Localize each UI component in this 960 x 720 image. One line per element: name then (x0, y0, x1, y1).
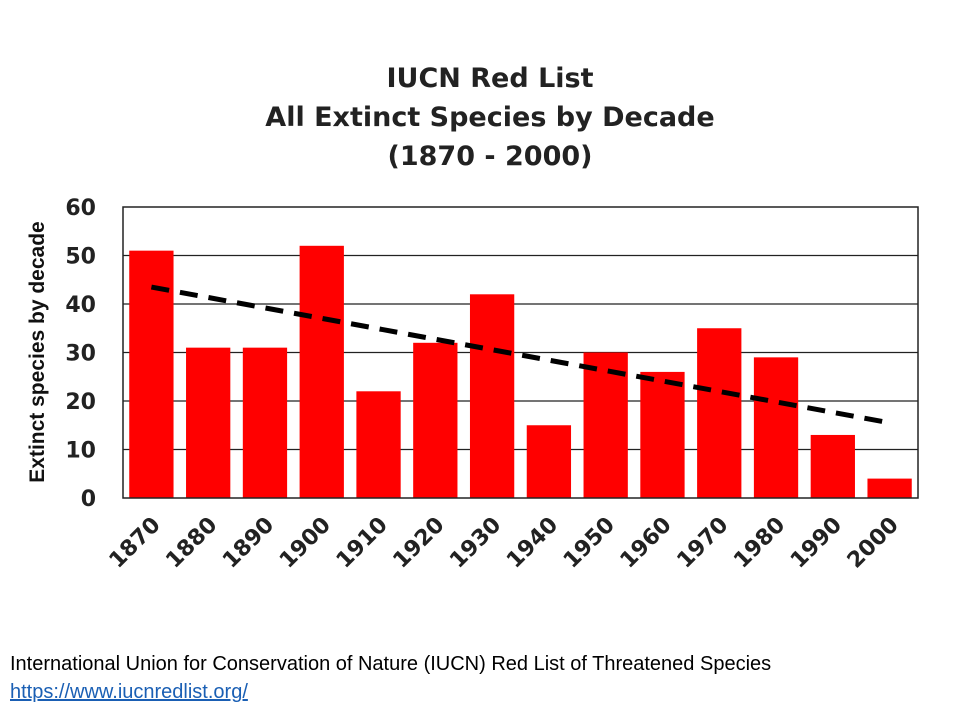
bar-1950 (583, 352, 628, 498)
bars (129, 245, 912, 498)
y-tick-label: 60 (65, 196, 96, 221)
y-tick-label: 20 (65, 390, 96, 415)
x-tick-label: 1990 (786, 513, 847, 574)
x-tick-label: 1870 (105, 513, 166, 574)
x-tick-label: 1950 (559, 513, 620, 574)
x-tick-label: 1910 (332, 513, 393, 574)
bar-2000 (867, 478, 912, 498)
chart-title: IUCN Red List All Extinct Species by Dec… (265, 63, 714, 172)
y-tick-label: 30 (65, 342, 96, 367)
gridlines (123, 254, 918, 451)
bar-1940 (526, 425, 572, 498)
x-tick-label: 1880 (161, 513, 222, 574)
bar-1930 (469, 294, 515, 498)
y-tick-label: 10 (65, 439, 96, 464)
y-axis-label: Extinct species by decade (26, 221, 49, 482)
x-tick-label: 1900 (275, 513, 336, 574)
x-tick-label: 1930 (445, 513, 506, 574)
x-tick-label: 1940 (502, 513, 563, 574)
x-axis-ticks: 1870188018901900191019201930194019501960… (105, 513, 904, 574)
bar-1960 (640, 371, 685, 498)
y-tick-label: 50 (65, 245, 96, 270)
bar-1980 (753, 357, 799, 498)
x-tick-label: 1920 (389, 513, 450, 574)
bar-1900 (299, 245, 344, 498)
bar-1880 (186, 347, 231, 498)
extinct-species-chart: IUCN Red List All Extinct Species by Dec… (26, 63, 919, 574)
source-citation: International Union for Conservation of … (10, 653, 772, 675)
y-tick-label: 40 (65, 293, 96, 318)
x-tick-label: 1960 (616, 513, 677, 574)
y-axis-ticks: 0 10 20 30 40 50 60 (65, 196, 96, 512)
bar-1920 (413, 342, 458, 498)
plot-frame (122, 206, 919, 499)
x-tick-label: 2000 (843, 513, 904, 574)
bar-1970 (697, 328, 742, 498)
x-tick-label: 1970 (673, 513, 734, 574)
chart-title-line-3: (1870 - 2000) (388, 141, 593, 172)
trendline-group (150, 284, 891, 426)
x-tick-label: 1890 (218, 513, 279, 574)
bar-1910 (356, 391, 401, 498)
trendline (150, 284, 891, 426)
chart-title-line-1: IUCN Red List (386, 63, 593, 94)
x-tick-label: 1980 (729, 513, 790, 574)
y-tick-label: 0 (81, 487, 96, 512)
source-link[interactable]: https://www.iucnredlist.org/ (10, 681, 248, 703)
bar-1990 (810, 434, 855, 498)
chart-title-line-2: All Extinct Species by Decade (265, 102, 714, 133)
bar-1890 (242, 347, 288, 498)
